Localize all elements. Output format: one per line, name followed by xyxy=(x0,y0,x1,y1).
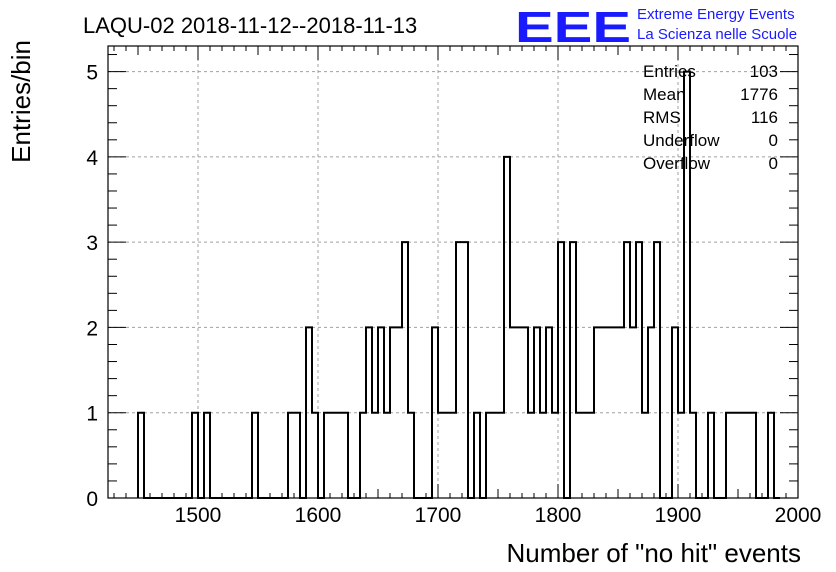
stat-value: 0 xyxy=(769,131,778,150)
axis-ticks xyxy=(108,46,799,499)
stat-label: Underflow xyxy=(643,131,720,150)
y-tick-label: 5 xyxy=(86,62,98,85)
stat-value: 1776 xyxy=(740,85,778,104)
logo-line-2: La Scienza nelle Scuole xyxy=(637,26,797,43)
x-tick-labels: 1500 1600 1700 1800 1900 2000 xyxy=(175,504,822,527)
eee-logo: EEE Extreme Energy Events La Scienza nel… xyxy=(515,3,797,52)
x-tick-label: 1900 xyxy=(655,504,702,527)
y-tick-label: 0 xyxy=(86,488,98,511)
x-tick-label: 1600 xyxy=(295,504,342,527)
logo-line-1: Extreme Energy Events xyxy=(637,6,795,23)
stat-value: 0 xyxy=(769,154,778,173)
grid-lines xyxy=(108,46,799,498)
stat-label: Entries xyxy=(643,62,696,81)
y-tick-label: 3 xyxy=(86,232,98,255)
x-tick-label: 1700 xyxy=(415,504,462,527)
stat-label: RMS xyxy=(643,108,681,127)
stats-box: Entries 103 Mean 1776 RMS 116 Underflow 0 Overfl… xyxy=(643,62,778,173)
y-tick-label: 4 xyxy=(86,147,98,170)
stat-label: Overflow xyxy=(643,154,711,173)
y-tick-labels: 0 1 2 3 4 5 xyxy=(86,62,98,511)
y-tick-label: 2 xyxy=(86,317,98,340)
logo-mark: EEE xyxy=(515,3,631,52)
chart-title: LAQU-02 2018-11-12--2018-11-13 xyxy=(83,13,417,38)
y-axis-title: Entries/bin xyxy=(6,40,36,163)
x-tick-label: 2000 xyxy=(775,504,822,527)
stat-value: 116 xyxy=(751,108,778,127)
y-tick-label: 1 xyxy=(86,403,98,426)
stat-value: 103 xyxy=(750,62,778,81)
x-tick-label: 1500 xyxy=(175,504,222,527)
plot-frame xyxy=(107,45,799,499)
stat-label: Mean xyxy=(643,85,686,104)
x-axis-title: Number of "no hit" events xyxy=(507,538,802,568)
x-tick-label: 1800 xyxy=(535,504,582,527)
